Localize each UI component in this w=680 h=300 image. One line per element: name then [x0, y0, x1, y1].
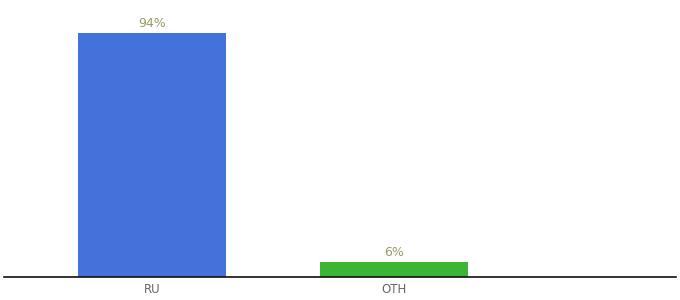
Bar — [320, 262, 468, 277]
Bar — [78, 33, 226, 277]
Text: 94%: 94% — [138, 17, 166, 30]
Text: 6%: 6% — [384, 246, 404, 259]
